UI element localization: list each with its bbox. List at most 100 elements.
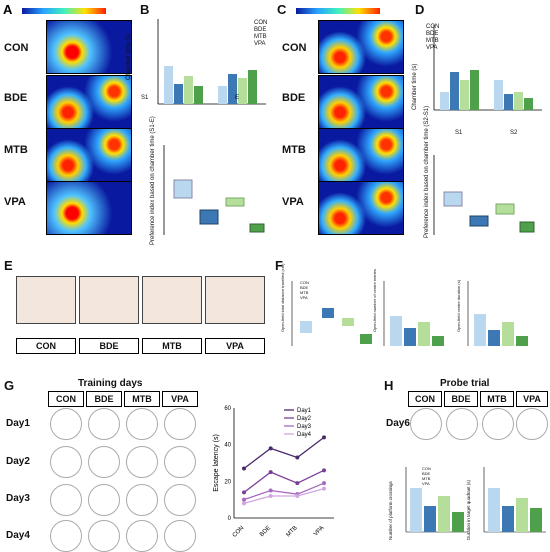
y-tick-label: 60	[224, 406, 231, 412]
legend-label: Day1	[297, 408, 312, 414]
e-group-bde: BDE	[79, 338, 139, 354]
data-point	[242, 490, 246, 495]
data-point	[242, 466, 246, 471]
x-tick-label: BDE	[259, 525, 272, 538]
h-track	[446, 408, 478, 440]
h-ylabel-duration: Duration in target quadrant (s)	[466, 479, 471, 540]
heatmap-colorbar-a	[22, 8, 106, 14]
panel-letter-g: G	[4, 378, 15, 393]
g-track	[126, 446, 158, 478]
e-group-con: CON	[16, 338, 76, 354]
series-line-day4	[243, 488, 325, 504]
heatmap-colorbar-c	[296, 8, 380, 14]
data-point	[268, 446, 273, 451]
y-axis-label: Escape latency (s)	[213, 434, 220, 492]
g-track	[50, 446, 82, 478]
h-day-label: Day6	[386, 418, 410, 429]
d-sub-ylabel: Preference index based on chamber time (…	[424, 105, 430, 238]
legend-label: Day3	[297, 424, 312, 430]
g-track	[88, 446, 120, 478]
a-group-mtb: MTB	[4, 144, 28, 156]
x-tick-label: VPA	[313, 525, 325, 537]
panel-letter-b: B	[140, 2, 150, 17]
y-tick-label: 0	[228, 516, 232, 522]
x-tick-label: CON	[232, 525, 246, 539]
x-tick-label: MTB	[286, 525, 299, 538]
f-ylabel-entries: Open-field number of centre entries	[372, 269, 377, 332]
g-track	[126, 484, 158, 516]
c-heatmap-bde	[318, 75, 404, 129]
g-group-vpa: VPA	[162, 391, 198, 407]
d-legend: CON BDE MTB VPA	[426, 24, 440, 51]
g-group-bde: BDE	[86, 391, 122, 407]
data-point	[322, 486, 326, 491]
c-heatmap-con	[318, 20, 404, 74]
panel-letter-c: C	[277, 2, 287, 17]
series-line-day2	[243, 469, 325, 493]
h-legend: CON BDE MTB VPA	[422, 466, 431, 486]
b-legend: CON BDE MTB VPA	[254, 20, 268, 47]
data-point	[322, 481, 326, 486]
a-heatmap-vpa	[46, 181, 132, 235]
c-heatmap-mtb	[318, 128, 404, 182]
data-point	[268, 470, 273, 475]
series-line-day3	[243, 482, 325, 501]
b-category-s1: S1	[141, 95, 149, 101]
e-group-mtb: MTB	[142, 338, 202, 354]
e-group-vpa: VPA	[205, 338, 265, 354]
g-escape-latency-chart: 0 20 40 60 CON BDE MTB VPA Escape latency (s) Day…	[213, 406, 334, 539]
g-day1-label: Day1	[6, 418, 30, 429]
e-track-con	[16, 276, 76, 324]
series-line-day1	[243, 436, 325, 470]
g-track	[88, 520, 120, 552]
b-preference-index-chart	[163, 145, 265, 235]
data-point	[242, 501, 246, 506]
d-chamber-time-chart	[433, 25, 542, 111]
h-group-bde: BDE	[444, 391, 478, 407]
h-probe-charts	[405, 467, 546, 533]
panel-letter-e: E	[4, 258, 13, 273]
b-ylabel: Chamber time (s)	[126, 33, 132, 80]
panel-letter-a: A	[3, 2, 13, 17]
g-day3-label: Day3	[6, 493, 30, 504]
panel-letter-h: H	[384, 378, 394, 393]
e-track-vpa	[205, 276, 265, 324]
f-open-field-charts	[291, 281, 528, 346]
g-track	[88, 408, 120, 440]
a-heatmap-mtb	[46, 128, 132, 182]
g-track	[164, 484, 196, 516]
a-group-con: CON	[4, 42, 29, 54]
g-title: Training days	[78, 378, 143, 389]
g-track	[164, 446, 196, 478]
a-heatmap-bde	[46, 75, 132, 129]
b-sub-ylabel: Preference index based on chamber time (…	[150, 116, 156, 245]
a-group-vpa: VPA	[4, 196, 26, 208]
e-track-bde	[79, 276, 139, 324]
g-track	[126, 408, 158, 440]
y-tick-label: 20	[224, 479, 231, 485]
data-point	[322, 468, 326, 473]
panel-letter-f: F	[275, 258, 283, 273]
d-preference-index-chart	[433, 155, 535, 235]
data-point	[295, 481, 300, 486]
d-category-s1: S1	[455, 130, 463, 136]
g-track	[164, 408, 196, 440]
y-tick-label: 40	[224, 443, 231, 449]
b-chamber-time-chart	[157, 19, 266, 105]
d-category-s2: S2	[510, 130, 518, 136]
g-track	[126, 520, 158, 552]
g-track	[50, 520, 82, 552]
d-ylabel: Chamber time (s)	[412, 63, 418, 110]
c-group-mtb: MTB	[282, 144, 306, 156]
g-track	[88, 484, 120, 516]
g-track	[50, 484, 82, 516]
f-ylabel-distance: Open-field total distance travelled (cm)	[280, 263, 285, 332]
f-ylabel-duration: Open-field centre duration (s)	[456, 279, 461, 332]
g-day4-label: Day4	[6, 530, 30, 541]
h-group-mtb: MTB	[480, 391, 514, 407]
g-group-mtb: MTB	[124, 391, 160, 407]
legend-label: Day4	[297, 432, 312, 438]
c-heatmap-vpa	[318, 181, 404, 235]
g-track	[50, 408, 82, 440]
h-ylabel-crossings: Number of platform crossings	[388, 481, 393, 540]
